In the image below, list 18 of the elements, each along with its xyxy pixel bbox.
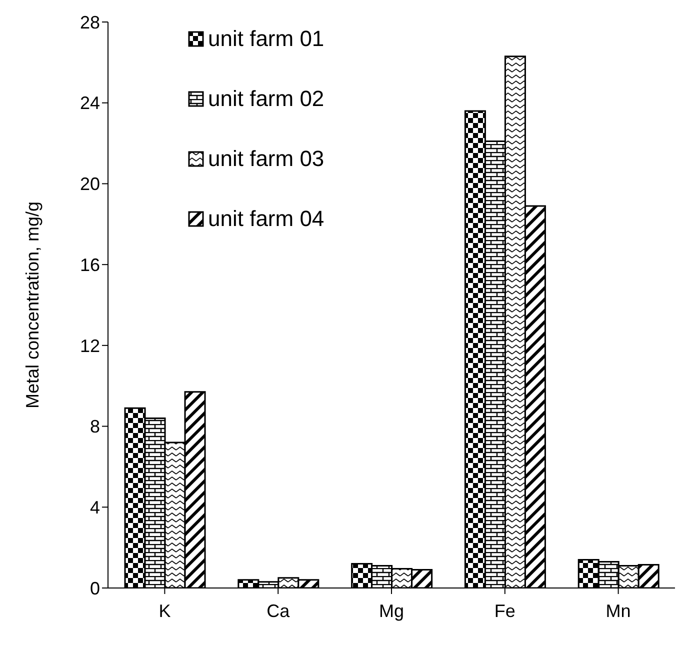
x-tick-label: Mn	[606, 600, 631, 621]
legend-label: unit farm 03	[208, 146, 324, 172]
legend-label: unit farm 01	[208, 26, 324, 52]
x-tick-label: Mg	[378, 600, 404, 621]
legend-label: unit farm 02	[208, 86, 324, 112]
y-axis-title: Metal concentration, mg/g	[22, 201, 42, 409]
y-tick-label: 4	[90, 498, 100, 518]
x-tick-label: Ca	[266, 600, 291, 621]
y-tick-label: 8	[90, 416, 100, 437]
y-tick-label: 28	[80, 12, 100, 32]
y-tick-label: 12	[80, 336, 100, 356]
x-tick-label: Fe	[494, 600, 516, 621]
y-tick-label: 0	[90, 578, 100, 598]
legend-label: unit farm 04	[208, 206, 324, 232]
y-tick-label: 20	[80, 174, 100, 194]
y-tick-label: 16	[80, 254, 100, 275]
y-tick-label: 24	[80, 93, 100, 114]
x-tick-label: K	[158, 600, 171, 621]
